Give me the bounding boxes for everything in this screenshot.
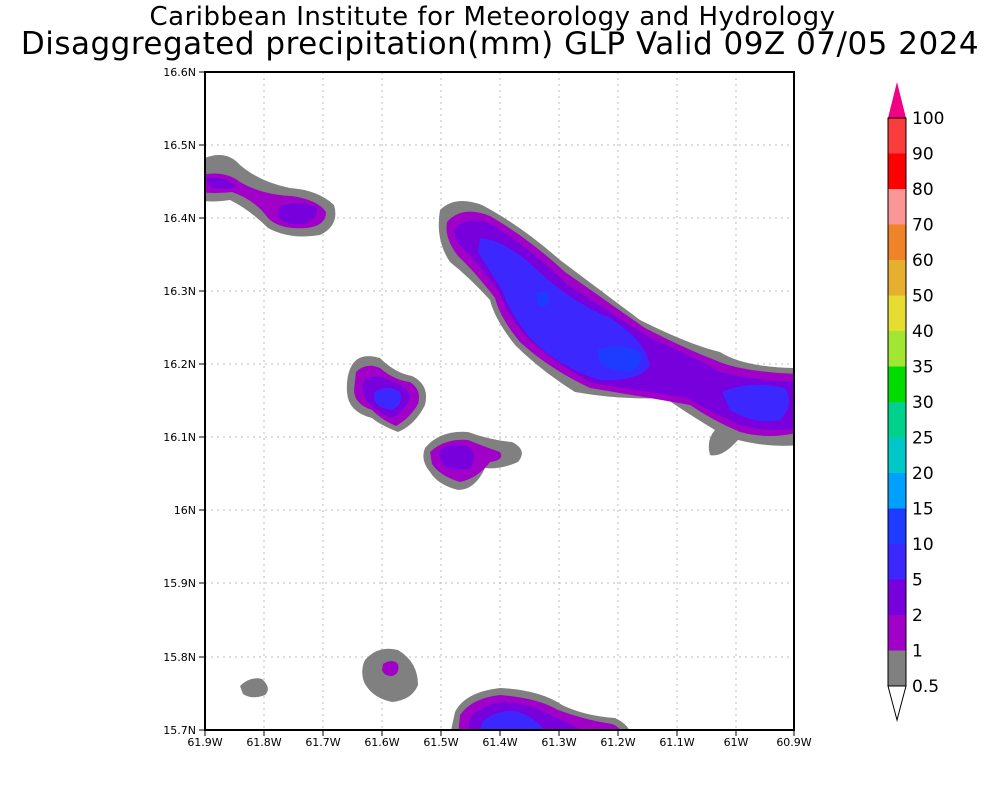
colorbar-swatch [888, 366, 906, 402]
colorbar-label: 0.5 [912, 677, 939, 697]
lat-label: 16.6N [163, 66, 196, 79]
colorbar-swatch [888, 189, 906, 225]
lon-label: 61.3W [541, 736, 576, 749]
lat-label: 15.7N [163, 724, 196, 737]
colorbar-frame [887, 117, 907, 687]
title-product: Disaggregated precipitation(mm) GLP Vali… [20, 26, 980, 62]
colorbar-label: 15 [912, 500, 934, 520]
lon-label: 61.8W [246, 736, 281, 749]
colorbar-swatch [888, 118, 906, 154]
lat-label: 16.1N [163, 431, 196, 444]
colorbar-swatch [888, 295, 906, 331]
rain-area-cell-west [346, 356, 427, 432]
colorbar-label: 40 [912, 322, 934, 342]
precipitation-field [205, 155, 794, 730]
lat-label: 16.3N [163, 285, 196, 298]
colorbar-swatch [888, 508, 906, 544]
longitude-labels: 61.9W 61.8W 61.7W 61.6W 61.5W 61.4W 61.3… [187, 736, 811, 749]
colorbar-swatch [888, 473, 906, 509]
lon-label: 61.4W [482, 736, 517, 749]
colorbar-label: 20 [912, 464, 934, 484]
colorbar-swatch [888, 331, 906, 367]
colorbar-swatch [888, 437, 906, 473]
rain-area-northwest [205, 155, 336, 237]
colorbar: 0.5 1 2 5 10 15 20 25 30 35 40 50 60 70 … [887, 82, 944, 722]
lon-label: 61.6W [364, 736, 399, 749]
lon-label: 61.7W [305, 736, 340, 749]
colorbar-swatch [888, 260, 906, 296]
colorbar-label: 100 [912, 109, 944, 129]
rain-area-cell-central [423, 431, 522, 490]
colorbar-label: 2 [912, 606, 923, 626]
lon-label: 60.9W [776, 736, 811, 749]
lon-label: 61W [724, 736, 749, 749]
colorbar-swatch [888, 153, 906, 189]
title-institute: Caribbean Institute for Meteorology and … [149, 2, 836, 32]
colorbar-label: 60 [912, 251, 934, 271]
colorbar-label: 10 [912, 535, 934, 555]
lon-label: 61.1W [659, 736, 694, 749]
colorbar-low-arrow [887, 685, 907, 722]
colorbar-high-arrow [888, 82, 906, 118]
colorbar-swatch [888, 615, 906, 651]
latitude-labels: 16.6N 16.5N 16.4N 16.3N 16.2N 16.1N 16N … [163, 66, 196, 737]
rain-area-cell-south [362, 648, 418, 702]
lat-label: 16.2N [163, 358, 196, 371]
colorbar-label: 70 [912, 216, 934, 236]
lat-label: 16.4N [163, 212, 196, 225]
lon-label: 61.9W [187, 736, 222, 749]
colorbar-swatch [888, 544, 906, 580]
colorbar-label: 80 [912, 180, 934, 200]
colorbar-label: 50 [912, 287, 934, 307]
colorbar-swatch [888, 224, 906, 260]
lat-label: 15.9N [163, 577, 196, 590]
colorbar-label: 30 [912, 393, 934, 413]
tick-marks [199, 71, 795, 736]
colorbar-swatch [888, 402, 906, 438]
colorbar-swatch [888, 650, 906, 686]
colorbar-label: 25 [912, 429, 934, 449]
colorbar-label: 1 [912, 642, 923, 662]
colorbar-label: 35 [912, 358, 934, 378]
lon-label: 61.2W [600, 736, 635, 749]
rain-area-dot [240, 678, 268, 698]
lat-label: 16N [174, 504, 196, 517]
lat-label: 15.8N [163, 651, 196, 664]
lat-label: 16.5N [163, 139, 196, 152]
colorbar-swatch [888, 579, 906, 615]
colorbar-label: 5 [912, 571, 923, 591]
rain-area-south-band [451, 688, 630, 730]
lon-label: 61.5W [423, 736, 458, 749]
rain-area-central-band [438, 201, 794, 456]
colorbar-label: 90 [912, 145, 934, 165]
